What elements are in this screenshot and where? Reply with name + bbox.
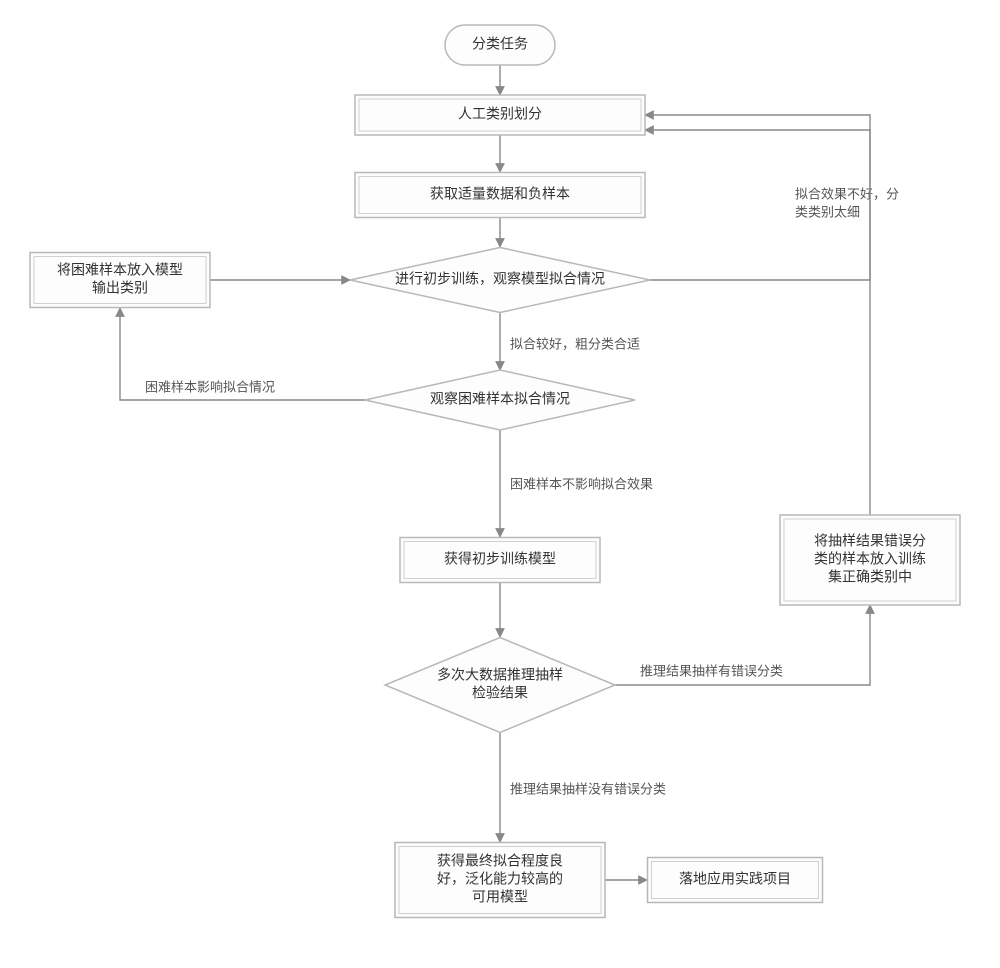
edge-label: 困难样本影响拟合情况 [145,379,275,394]
node-label: 进行初步训练，观察模型拟合情况 [395,271,605,287]
node-label: 输出类别 [92,280,148,296]
node-d2: 观察困难样本拟合情况 [365,370,635,430]
edge-label: 拟合较好，粗分类合适 [510,336,640,351]
node-n1: 人工类别划分 [355,95,645,135]
node-n3: 获得初步训练模型 [400,538,600,583]
edge-label: 拟合效果不好，分 [795,186,899,201]
node-label: 将困难样本放入模型 [57,262,183,278]
edge-label: 困难样本不影响拟合效果 [510,476,653,491]
node-d1: 进行初步训练，观察模型拟合情况 [350,248,650,313]
edge-label: 推理结果抽样没有错误分类 [510,781,666,796]
flowchart-svg: 拟合较好，粗分类合适困难样本不影响拟合效果推理结果抽样没有错误分类 拟合效果不好，… [0,0,1000,968]
node-label: 检验结果 [472,685,528,701]
node-n4: 获得最终拟合程度良好，泛化能力较高的可用模型 [395,843,605,918]
node-label: 人工类别划分 [458,106,542,122]
node-label: 获得最终拟合程度良 [437,853,563,869]
nodes-layer: 分类任务人工类别划分获取适量数据和负样本进行初步训练，观察模型拟合情况观察困难样… [30,25,960,918]
node-d3: 多次大数据推理抽样检验结果 [385,638,615,733]
node-label: 类的样本放入训练 [814,551,926,567]
node-label: 多次大数据推理抽样 [437,667,563,683]
node-label: 获取适量数据和负样本 [430,186,570,202]
node-label: 落地应用实践项目 [679,871,791,887]
node-final: 落地应用实践项目 [648,858,823,903]
node-label: 可用模型 [472,889,528,905]
node-side_l: 将困难样本放入模型输出类别 [30,253,210,308]
node-label: 集正确类别中 [828,569,912,585]
node-label: 分类任务 [472,36,528,52]
node-label: 观察困难样本拟合情况 [430,391,570,407]
node-label: 好，泛化能力较高的 [437,871,563,887]
node-label: 获得初步训练模型 [444,551,556,567]
node-n2: 获取适量数据和负样本 [355,173,645,218]
node-start: 分类任务 [445,25,555,65]
node-label: 将抽样结果错误分 [814,533,926,549]
node-side_r: 将抽样结果错误分类的样本放入训练集正确类别中 [780,515,960,605]
edge-label: 推理结果抽样有错误分类 [640,663,783,678]
edge-label: 类类别太细 [795,204,860,219]
